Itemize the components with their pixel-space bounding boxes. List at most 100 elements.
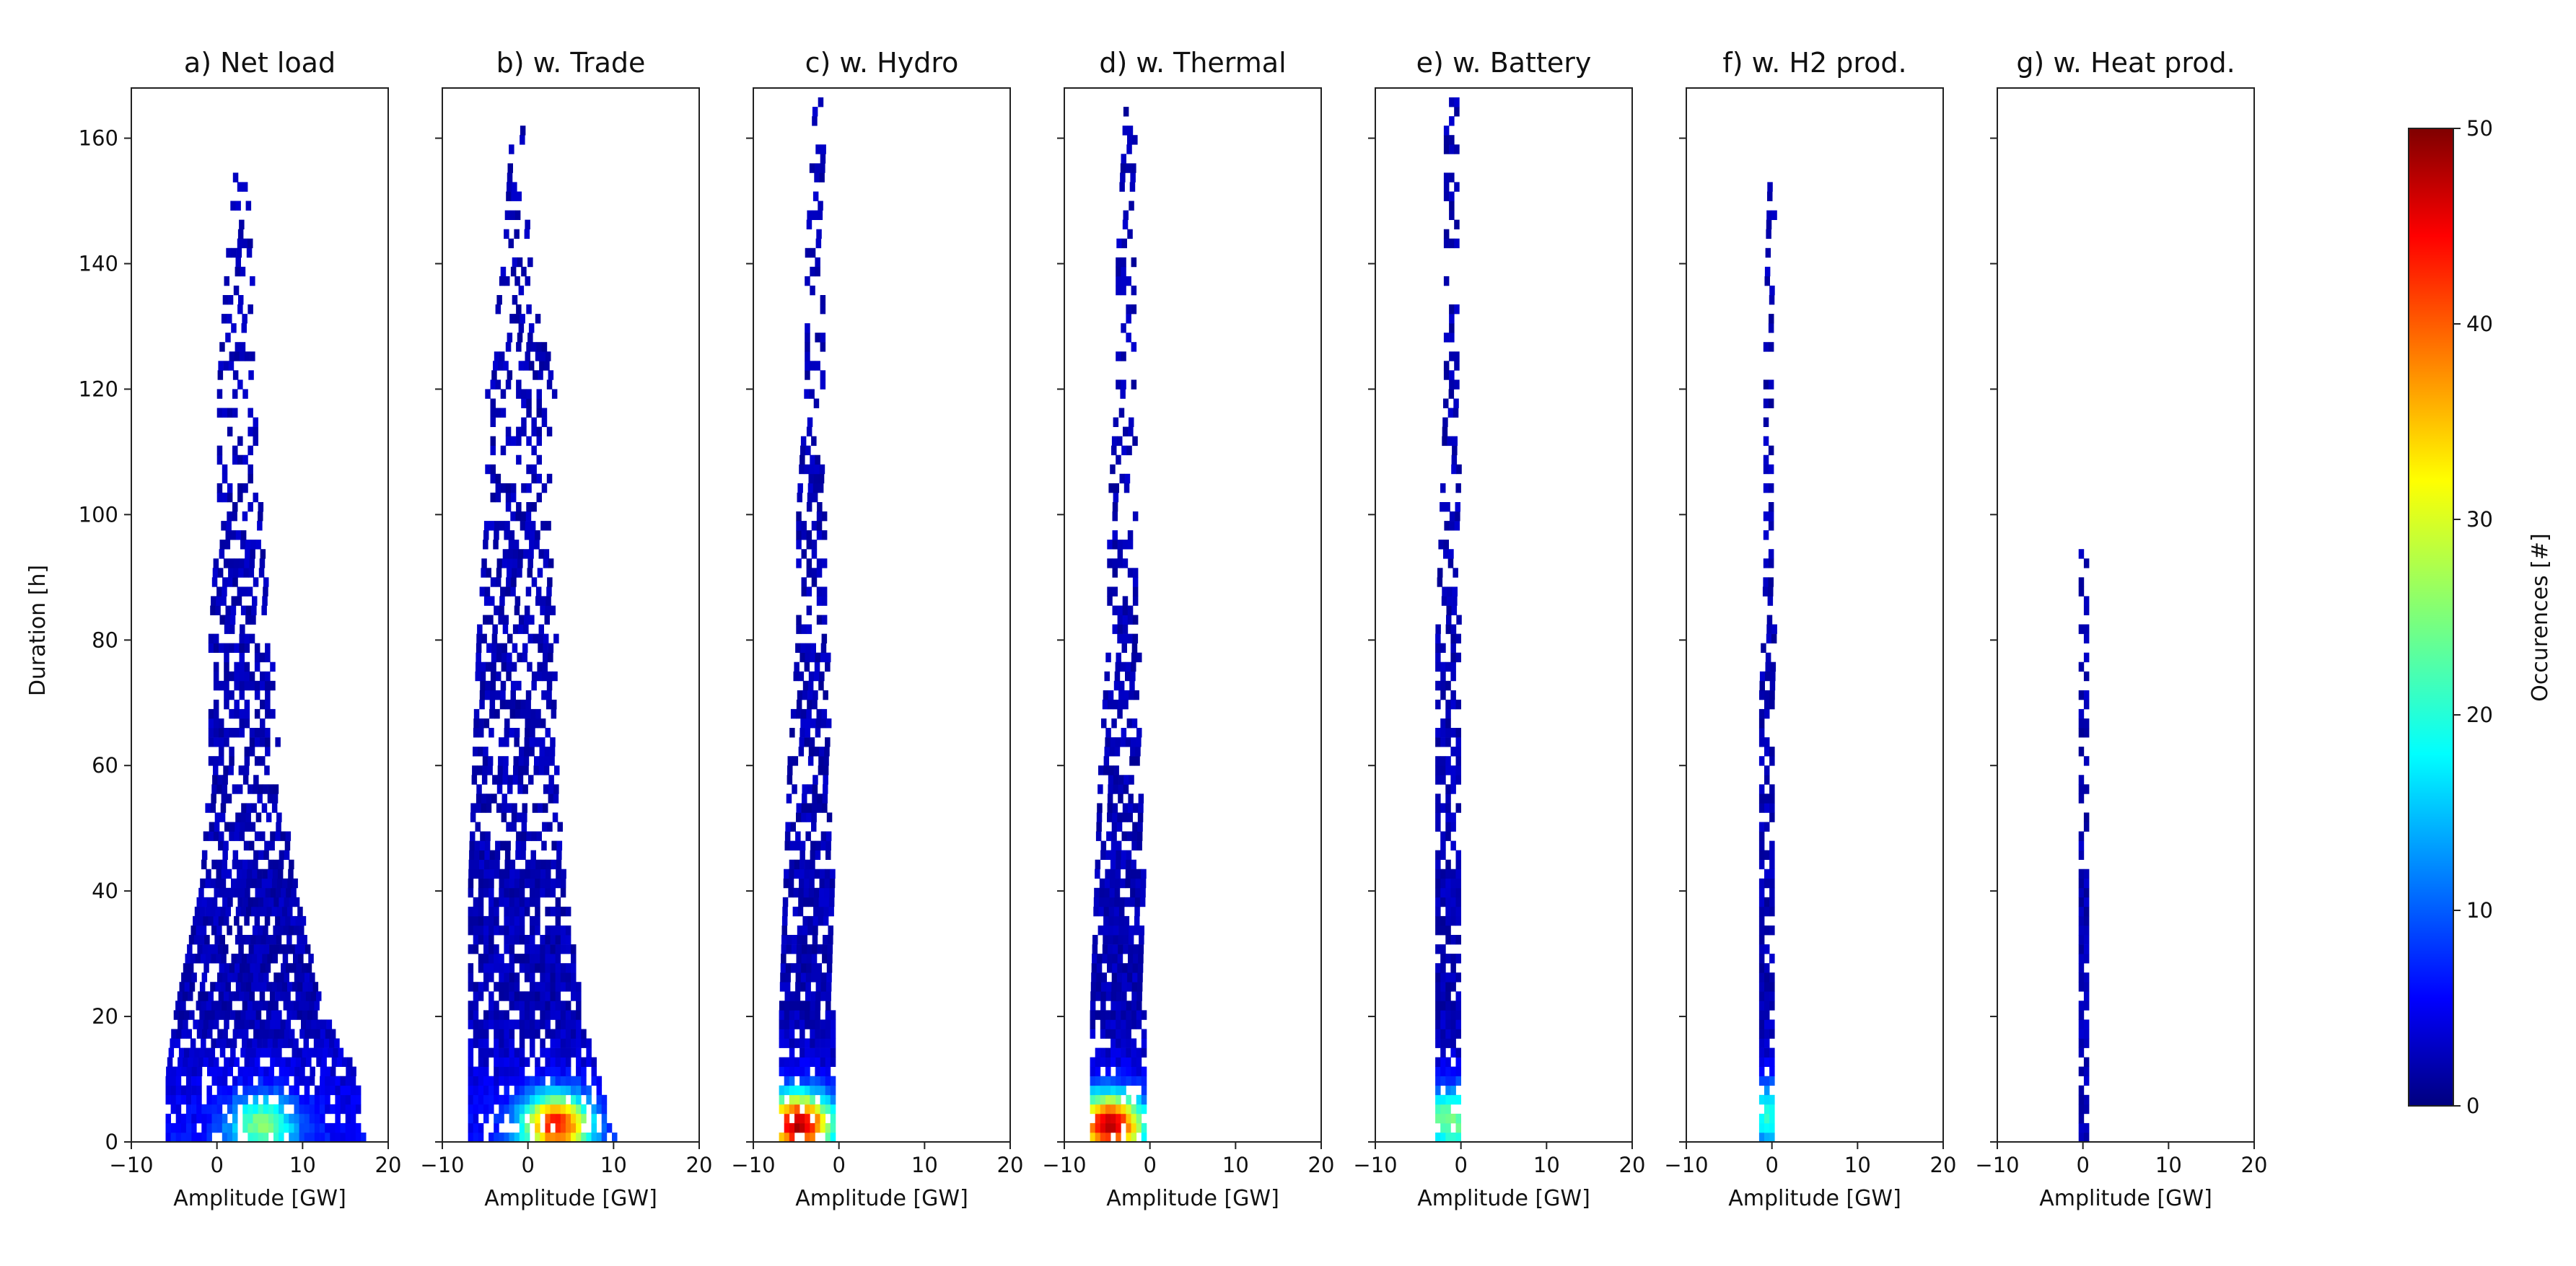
heatmap-cell	[518, 756, 525, 766]
heatmap-cell	[560, 1019, 566, 1029]
x-axis-label: Amplitude [GW]	[173, 1186, 346, 1211]
heatmap-cell	[245, 963, 250, 973]
heatmap-cell	[221, 1038, 227, 1048]
heatmap-cell	[190, 926, 196, 936]
heatmap-cell	[1446, 615, 1452, 625]
heatmap-cell	[2083, 558, 2090, 568]
heatmap-cell	[556, 840, 563, 850]
heatmap-cell	[1435, 812, 1441, 822]
heatmap-cell	[489, 596, 495, 606]
heatmap-cell	[270, 708, 276, 719]
heatmap-cell	[1764, 1122, 1770, 1133]
heatmap-cell	[803, 887, 810, 898]
heatmap-cell	[208, 737, 214, 747]
heatmap-cell	[171, 1029, 177, 1039]
heatmap-cell	[1090, 1010, 1096, 1020]
heatmap-cell	[229, 728, 235, 738]
heatmap-cell	[1108, 915, 1114, 926]
heatmap-cell	[225, 530, 231, 540]
heatmap-cell	[216, 445, 223, 456]
heatmap-cell	[812, 915, 819, 926]
heatmap-cell	[1445, 1001, 1451, 1011]
heatmap-cell	[1450, 954, 1456, 964]
heatmap-cell	[581, 1038, 587, 1048]
heatmap-cell	[289, 1133, 294, 1143]
heatmap-cell	[299, 1113, 305, 1124]
heatmap-cell	[241, 803, 247, 813]
heatmap-cell	[524, 229, 530, 239]
heatmap-cell	[1445, 1057, 1451, 1067]
heatmap-cell	[1095, 991, 1101, 1001]
heatmap-cell	[816, 708, 822, 719]
heatmap-cell	[1450, 897, 1456, 907]
heatmap-cell	[1140, 887, 1146, 898]
heatmap-cell	[1131, 1057, 1137, 1067]
heatmap-cell	[1110, 1113, 1116, 1124]
heatmap-cell	[483, 521, 490, 531]
heatmap-cell	[1758, 982, 1765, 992]
heatmap-cell	[526, 502, 532, 512]
heatmap-cell	[1106, 982, 1112, 992]
x-tick-label: −10	[1975, 1153, 2019, 1177]
heatmap-cell	[231, 596, 237, 606]
heatmap-cell	[350, 1122, 356, 1133]
heatmap-cell	[321, 1057, 327, 1067]
heatmap-cell	[815, 1104, 820, 1115]
heatmap-cell	[244, 708, 250, 719]
heatmap-cell	[229, 558, 235, 568]
heatmap-cell	[1769, 1094, 1775, 1105]
heatmap-cell	[514, 1057, 520, 1067]
heatmap-cell	[820, 333, 826, 343]
heatmap-cell	[251, 803, 257, 813]
heatmap-cell	[250, 276, 255, 286]
heatmap-cell	[525, 521, 531, 531]
heatmap-cell	[469, 850, 475, 860]
heatmap-cell	[502, 624, 509, 634]
x-tick-label: 0	[1143, 1153, 1156, 1177]
heatmap-cell	[1443, 370, 1450, 380]
heatmap-cell	[494, 963, 499, 973]
heatmap-cell	[1769, 1019, 1775, 1029]
heatmap-cell	[478, 1122, 484, 1133]
heatmap-cell	[571, 1038, 577, 1048]
heatmap-cell	[268, 1029, 274, 1039]
heatmap-cell	[519, 915, 525, 926]
heatmap-cell	[1098, 906, 1104, 917]
heatmap-cell	[527, 257, 533, 268]
heatmap-cell	[586, 1038, 592, 1048]
heatmap-cell	[264, 840, 270, 850]
heatmap-cell	[254, 643, 260, 653]
heatmap-cell	[1440, 840, 1446, 850]
heatmap-cell	[251, 878, 257, 889]
heatmap-cell	[545, 1066, 551, 1076]
heatmap-cell	[2078, 963, 2085, 973]
heatmap-cell	[555, 1029, 561, 1039]
heatmap-cell	[2083, 1019, 2090, 1029]
heatmap-cell	[807, 417, 813, 427]
heatmap-cell	[516, 831, 522, 841]
heatmap-cell	[806, 708, 812, 719]
heatmap-cell	[1763, 342, 1769, 352]
heatmap-cell	[1120, 878, 1126, 889]
heatmap-cell	[524, 963, 530, 973]
heatmap-cell	[530, 869, 536, 879]
heatmap-cell	[472, 765, 478, 775]
heatmap-cell	[1769, 1001, 1775, 1011]
heatmap-cell	[309, 1113, 315, 1124]
heatmap-cell	[517, 775, 524, 785]
heatmap-cell	[797, 492, 802, 503]
heatmap-cell	[545, 1057, 551, 1067]
heatmap-cell	[257, 794, 263, 804]
heatmap-cell	[188, 1057, 193, 1067]
heatmap-cell	[199, 1010, 205, 1020]
heatmap-cell	[785, 972, 791, 983]
heatmap-cell	[229, 756, 235, 766]
heatmap-cell	[798, 747, 805, 757]
heatmap-cell	[825, 840, 831, 850]
heatmap-cell	[494, 351, 500, 361]
heatmap-cell	[1113, 944, 1118, 954]
heatmap-cell	[253, 426, 258, 436]
heatmap-cell	[516, 436, 522, 447]
heatmap-cell	[807, 944, 812, 954]
heatmap-cell	[1121, 859, 1126, 870]
